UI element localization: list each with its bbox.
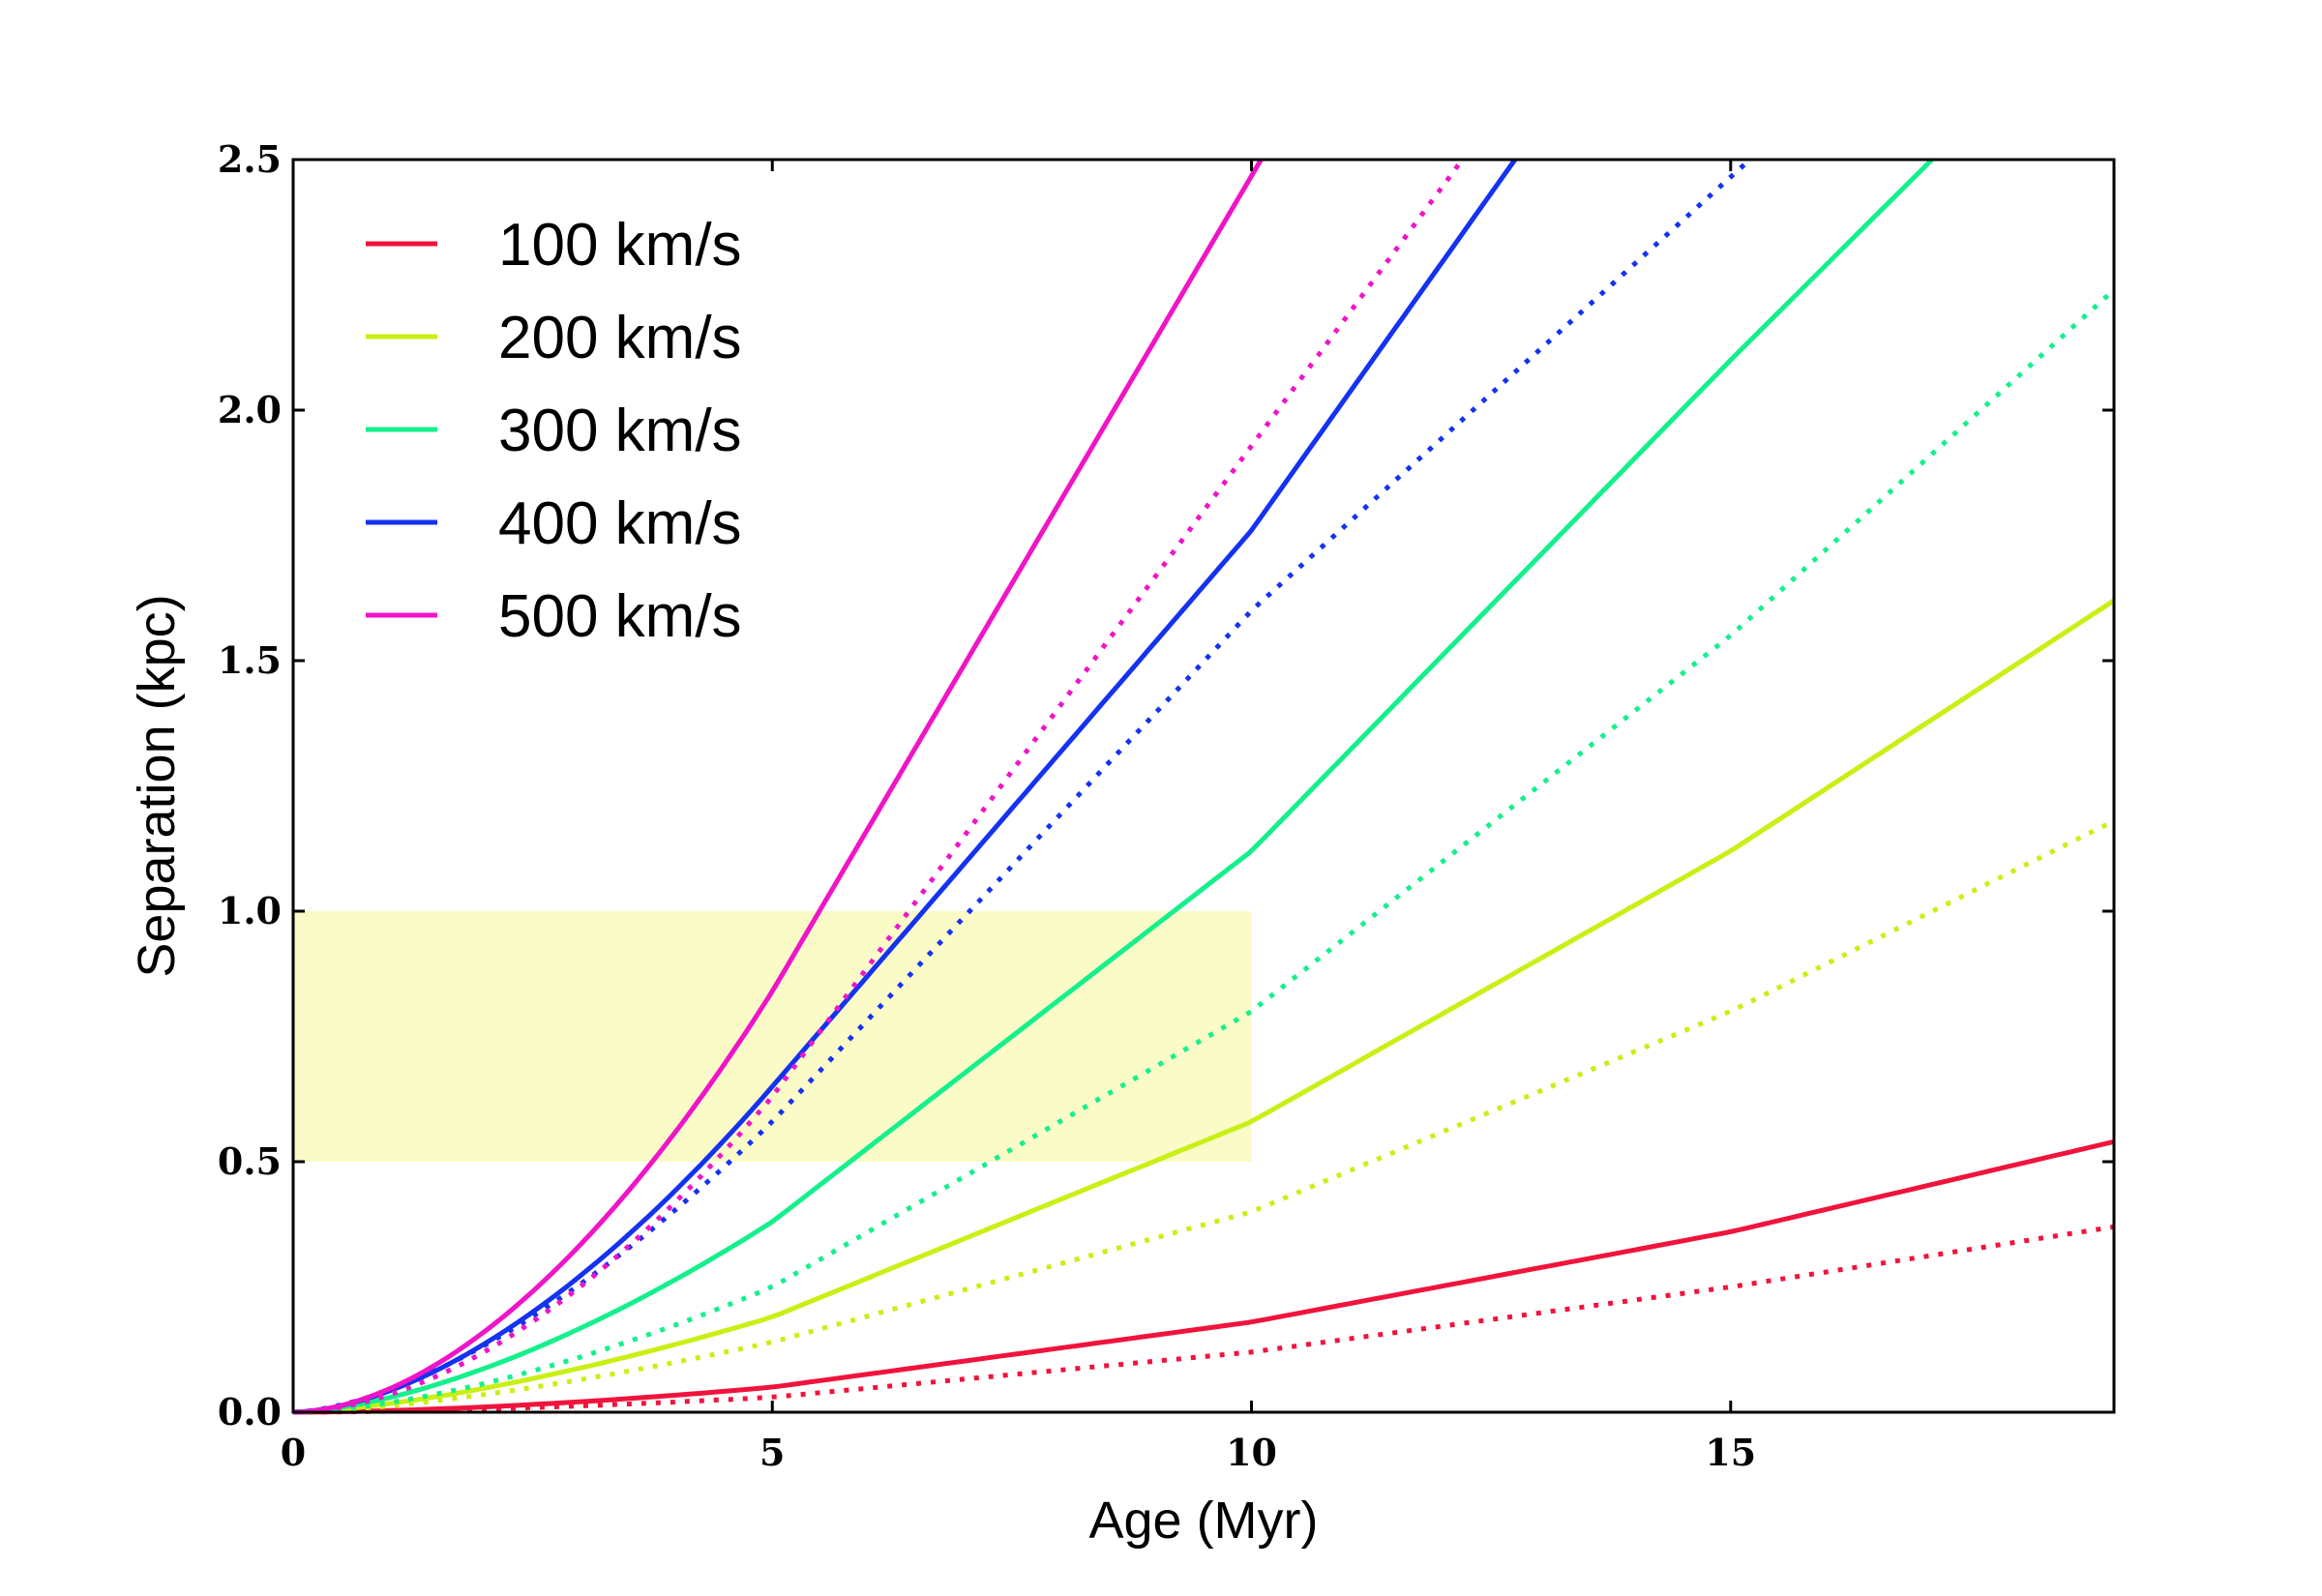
series-line-500-dotted bbox=[292, 158, 1465, 1415]
x-tick-label: 15 bbox=[1705, 1431, 1756, 1474]
y-tick-label: 1.5 bbox=[218, 638, 282, 682]
legend-label: 300 km/s bbox=[498, 398, 742, 464]
series-line-100-dotted bbox=[293, 1224, 2115, 1415]
y-tick-label: 0.0 bbox=[218, 1390, 282, 1433]
x-tick-label: 10 bbox=[1226, 1431, 1277, 1474]
legend-label: 400 km/s bbox=[498, 490, 742, 557]
legend-label: 200 km/s bbox=[498, 305, 742, 371]
y-tick-label: 2.5 bbox=[218, 137, 282, 181]
series-line-200-dotted bbox=[292, 818, 2116, 1415]
series-line-100-solid bbox=[292, 1138, 2115, 1415]
x-tick-label: 5 bbox=[759, 1431, 785, 1474]
legend: 100 km/s 200 km/s 300 km/s 400 km/s 500 km/s bbox=[366, 212, 742, 650]
series-line-500-solid bbox=[292, 158, 1264, 1415]
x-tick-label: 0 bbox=[281, 1431, 306, 1474]
y-axis-label: Separation (kpc) bbox=[128, 594, 186, 977]
series-line-200-solid bbox=[292, 598, 2116, 1415]
series-line-300-solid bbox=[292, 158, 1934, 1415]
x-axis-label: Age (Myr) bbox=[1088, 1492, 1318, 1550]
shaded-region bbox=[293, 911, 1252, 1162]
plot-frame bbox=[291, 158, 2116, 1414]
legend-label: 100 km/s bbox=[498, 212, 742, 279]
y-tick-label: 0.5 bbox=[218, 1139, 282, 1183]
legend-label: 500 km/s bbox=[498, 583, 742, 650]
y-tick-label: 2.0 bbox=[218, 388, 282, 431]
y-tick-label: 1.0 bbox=[218, 889, 282, 932]
series-line-400-dotted bbox=[292, 158, 1752, 1415]
series-line-400-solid bbox=[292, 158, 1517, 1415]
